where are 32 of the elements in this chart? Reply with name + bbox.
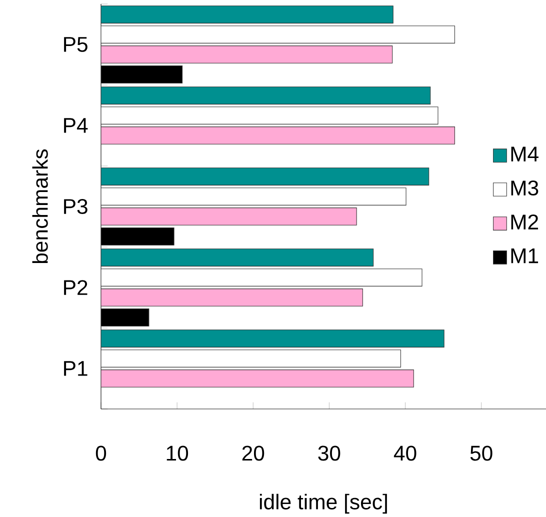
bar (101, 288, 363, 306)
bar (101, 188, 406, 206)
bar (101, 86, 431, 104)
y-tick-label: P1 (64, 361, 88, 376)
bar (101, 26, 455, 44)
y-tick-label: P3 (64, 198, 88, 214)
legend-label: M4 (511, 146, 538, 162)
x-tick-label: 20 (242, 446, 264, 461)
bar (101, 350, 401, 368)
x-axis-title: idle time [sec] (260, 494, 387, 514)
x-tick-label: 50 (470, 446, 492, 461)
bar (101, 330, 444, 348)
y-tick-label: P4 (64, 118, 88, 133)
bar (101, 106, 438, 124)
legend-label: M3 (511, 180, 538, 196)
y-tick-label: P5 (64, 37, 88, 52)
bar (101, 46, 393, 64)
y-axis-title: benchmarks (32, 149, 48, 264)
x-tick-label: 30 (318, 446, 340, 461)
bar (101, 370, 414, 388)
bar (101, 208, 357, 226)
y-tick-label: P2 (64, 280, 88, 295)
x-tick-label: 0 (96, 446, 106, 461)
bar (101, 126, 455, 144)
bar (101, 268, 422, 286)
legend-label: M1 (511, 248, 538, 264)
bar (101, 168, 430, 186)
x-tick-label: 10 (166, 446, 188, 461)
legend-label: M2 (511, 214, 538, 230)
bar (101, 6, 394, 24)
x-tick-label: 40 (394, 446, 416, 461)
bar (101, 248, 374, 266)
